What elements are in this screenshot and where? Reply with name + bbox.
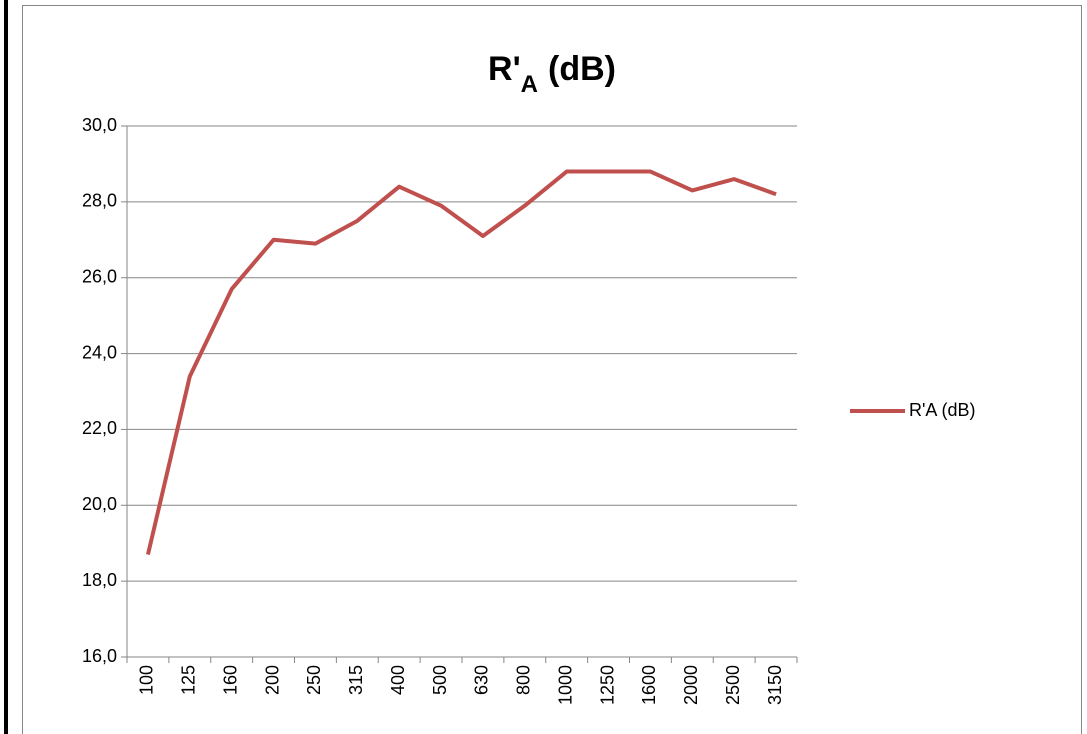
x-tick-label: 200	[262, 665, 282, 695]
x-tick-label: 315	[346, 665, 366, 695]
x-tick-label: 1000	[555, 665, 575, 705]
x-tick-label: 500	[430, 665, 450, 695]
x-tick-label: 630	[472, 665, 492, 695]
x-tick-label: 800	[514, 665, 534, 695]
chart-title: R'A (dB)	[488, 50, 616, 98]
x-tick-label: 250	[304, 665, 324, 695]
title-suffix: (dB)	[548, 50, 616, 88]
x-tick-label: 2500	[723, 665, 743, 705]
x-tick-label: 100	[137, 665, 157, 695]
y-tick-label: 18,0	[82, 570, 117, 590]
x-tick-label: 2000	[681, 665, 701, 705]
y-tick-label: 16,0	[82, 646, 117, 666]
y-tick-label: 20,0	[82, 494, 117, 514]
title-main: R'	[488, 50, 521, 88]
x-tick-label: 3150	[765, 665, 785, 705]
y-tick-label: 26,0	[82, 266, 117, 286]
y-tick-label: 30,0	[82, 115, 117, 135]
legend-label: R'A (dB)	[909, 400, 975, 420]
title-subscript: A	[521, 71, 538, 98]
x-tick-label: 400	[388, 665, 408, 695]
data-line	[145, 169, 777, 556]
x-tick-label: 125	[179, 665, 199, 695]
x-tick-label: 1250	[597, 665, 617, 705]
y-tick-label: 24,0	[82, 342, 117, 362]
x-tick-label: 1600	[639, 665, 659, 705]
y-tick-label: 22,0	[82, 418, 117, 438]
neighbor-edge	[4, 0, 8, 734]
y-tick-label: 28,0	[82, 191, 117, 211]
x-tick-label: 160	[220, 665, 240, 695]
chart-frame	[22, 5, 1082, 734]
